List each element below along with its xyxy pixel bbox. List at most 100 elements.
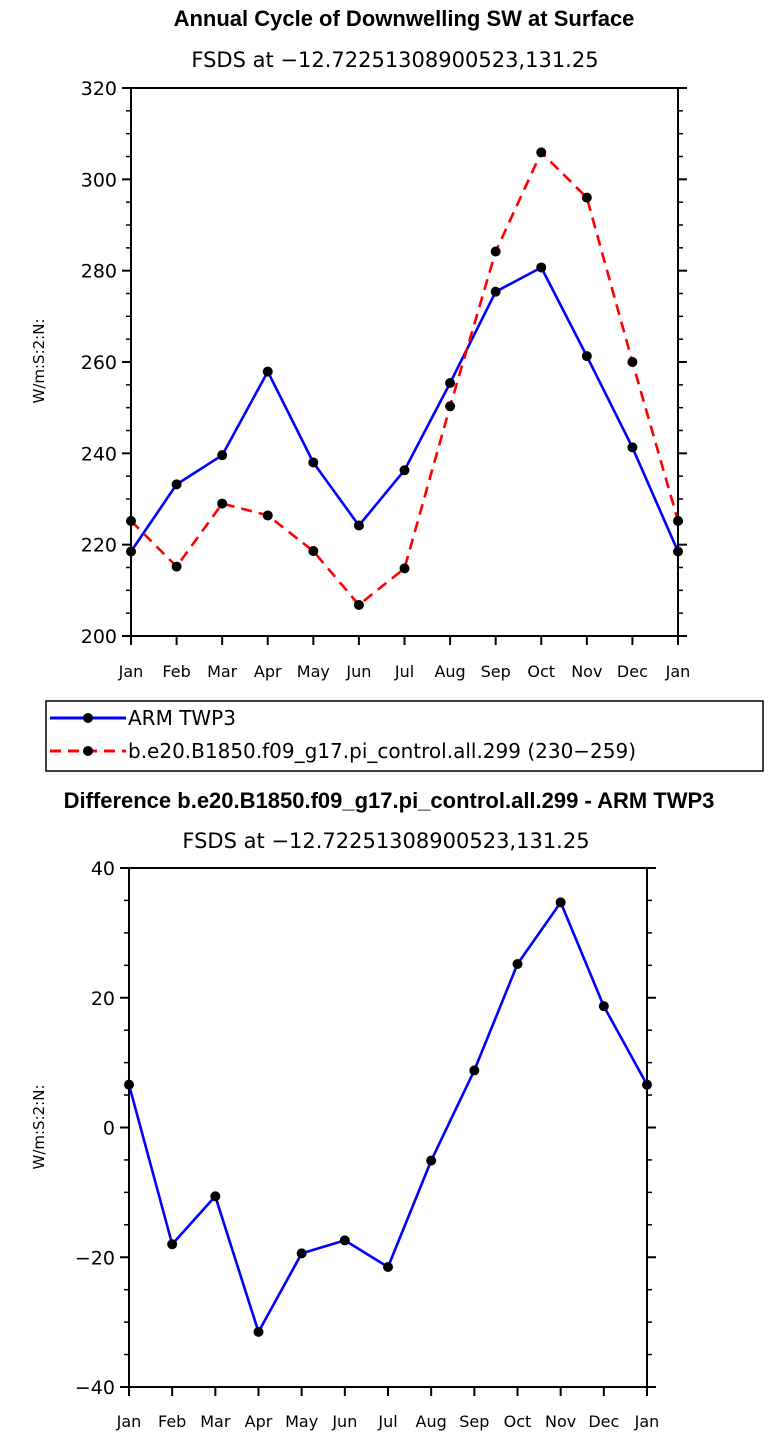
data-point-0 bbox=[555, 897, 566, 908]
y-tick-label: 0 bbox=[103, 1118, 115, 1140]
data-point-1 bbox=[399, 563, 410, 574]
legend-box bbox=[45, 700, 764, 772]
data-point-1 bbox=[262, 510, 273, 521]
legend-label-model: b.e20.B1850.f09_g17.pi_control.all.299 (… bbox=[128, 739, 636, 763]
annual-cycle-chart: Annual Cycle of Downwelling SW at Surfac… bbox=[30, 6, 690, 681]
data-point-0 bbox=[581, 351, 592, 362]
data-point-0 bbox=[353, 520, 364, 531]
data-point-0 bbox=[171, 479, 182, 490]
data-point-0 bbox=[426, 1155, 437, 1166]
legend-label-arm: ARM TWP3 bbox=[128, 706, 236, 730]
data-point-1 bbox=[217, 498, 228, 509]
x-tick-label: Jun bbox=[331, 1412, 357, 1431]
chart-subtitle: FSDS at −12.72251308900523,131.25 bbox=[191, 48, 598, 72]
data-point-0 bbox=[126, 546, 136, 557]
data-point-0 bbox=[627, 442, 638, 453]
x-tick-label: Jul bbox=[394, 662, 414, 681]
data-point-1 bbox=[627, 357, 638, 367]
x-tick-label: Jan bbox=[116, 1412, 142, 1431]
y-tick-label: 240 bbox=[81, 443, 117, 465]
data-point-0 bbox=[536, 262, 547, 273]
x-tick-label: Jun bbox=[345, 662, 371, 681]
y-tick-label: 40 bbox=[91, 858, 115, 880]
y-axis-label: W/m:S:2:N: bbox=[30, 1085, 48, 1170]
data-point-1 bbox=[126, 515, 136, 526]
axes-frame: 200 220 240 260 280 300 320 Jan Feb Mar Apr May Jun J… bbox=[81, 78, 691, 681]
x-tick-label: Dec bbox=[588, 1412, 619, 1431]
series-line-1 bbox=[130, 151, 680, 607]
x-tick-label: Dec bbox=[617, 662, 648, 681]
data-point-0 bbox=[469, 1065, 480, 1076]
x-tick-label: Sep bbox=[481, 662, 511, 681]
x-tick-label: Nov bbox=[545, 1412, 576, 1431]
data-point-0 bbox=[598, 1001, 609, 1012]
legend-marker-arm bbox=[83, 713, 93, 723]
x-tick-label: May bbox=[297, 662, 330, 681]
x-tick-label: Feb bbox=[162, 662, 190, 681]
data-point-0 bbox=[383, 1261, 393, 1272]
data-point-0 bbox=[399, 465, 410, 476]
x-tick-label: Nov bbox=[571, 662, 602, 681]
data-point-0 bbox=[308, 457, 319, 468]
y-tick-label: 220 bbox=[81, 535, 117, 557]
y-tick-label: 280 bbox=[81, 261, 117, 283]
y-tick-label: 300 bbox=[81, 169, 117, 191]
y-tick-label: −40 bbox=[75, 1377, 115, 1399]
data-point-0 bbox=[262, 366, 273, 377]
data-point-0 bbox=[445, 378, 456, 389]
x-tick-label: Jan bbox=[665, 662, 691, 681]
chart-subtitle: FSDS at −12.72251308900523,131.25 bbox=[182, 829, 589, 853]
y-tick-label: 200 bbox=[81, 626, 117, 648]
data-point-1 bbox=[171, 561, 182, 572]
x-tick-label: Jul bbox=[377, 1412, 397, 1431]
y-tick-label: 20 bbox=[91, 988, 115, 1010]
data-point-0 bbox=[296, 1248, 307, 1259]
x-tick-label: Sep bbox=[459, 1412, 489, 1431]
data-point-0 bbox=[490, 286, 501, 297]
x-tick-label: Apr bbox=[254, 662, 282, 681]
legend-marker-model bbox=[83, 746, 93, 756]
data-point-1 bbox=[445, 401, 456, 412]
data-point-1 bbox=[490, 246, 501, 257]
data-point-1 bbox=[581, 192, 592, 203]
data-point-1 bbox=[353, 599, 364, 610]
chart-title: Difference b.e20.B1850.f09_g17.pi_contro… bbox=[64, 788, 715, 813]
plot-frame bbox=[128, 867, 648, 1388]
y-tick-label: 320 bbox=[81, 78, 117, 100]
y-tick-label: −20 bbox=[75, 1247, 115, 1269]
plot-marks bbox=[126, 147, 683, 610]
y-axis-label: W/m:S:2:N: bbox=[30, 319, 48, 404]
x-tick-label: Aug bbox=[434, 662, 465, 681]
plot-frame bbox=[130, 87, 679, 637]
series-line-0 bbox=[129, 266, 680, 553]
y-tick-label: 260 bbox=[81, 352, 117, 374]
data-point-1 bbox=[673, 515, 683, 526]
data-point-0 bbox=[167, 1239, 178, 1250]
data-point-0 bbox=[673, 546, 683, 557]
x-tick-label: Jan bbox=[634, 1412, 660, 1431]
data-point-0 bbox=[339, 1235, 350, 1246]
x-tick-label: May bbox=[285, 1412, 318, 1431]
x-tick-label: Oct bbox=[504, 1412, 532, 1431]
x-tick-label: Oct bbox=[527, 662, 555, 681]
difference-chart: Difference b.e20.B1850.f09_g17.pi_contro… bbox=[30, 788, 714, 1431]
chart-title: Annual Cycle of Downwelling SW at Surfac… bbox=[174, 6, 635, 31]
data-point-0 bbox=[124, 1079, 134, 1090]
x-tick-label: Mar bbox=[200, 1412, 231, 1431]
data-point-0 bbox=[217, 450, 228, 461]
x-tick-label: Aug bbox=[416, 1412, 447, 1431]
data-point-0 bbox=[253, 1326, 264, 1337]
plot-marks bbox=[124, 897, 652, 1337]
axes-frame: −40 −20 0 20 40 Jan Feb Mar Apr May Jun Jul Aug Sep Oc… bbox=[75, 858, 659, 1431]
x-tick-label: Apr bbox=[245, 1412, 273, 1431]
data-point-0 bbox=[512, 959, 523, 970]
x-tick-label: Mar bbox=[207, 662, 238, 681]
data-point-1 bbox=[308, 546, 319, 557]
data-point-0 bbox=[210, 1191, 221, 1202]
data-point-1 bbox=[536, 147, 547, 158]
x-tick-label: Jan bbox=[118, 662, 144, 681]
legend: ARM TWP3 b.e20.B1850.f09_g17.pi_control.… bbox=[45, 700, 764, 772]
x-tick-label: Feb bbox=[158, 1412, 186, 1431]
data-point-0 bbox=[642, 1079, 652, 1090]
